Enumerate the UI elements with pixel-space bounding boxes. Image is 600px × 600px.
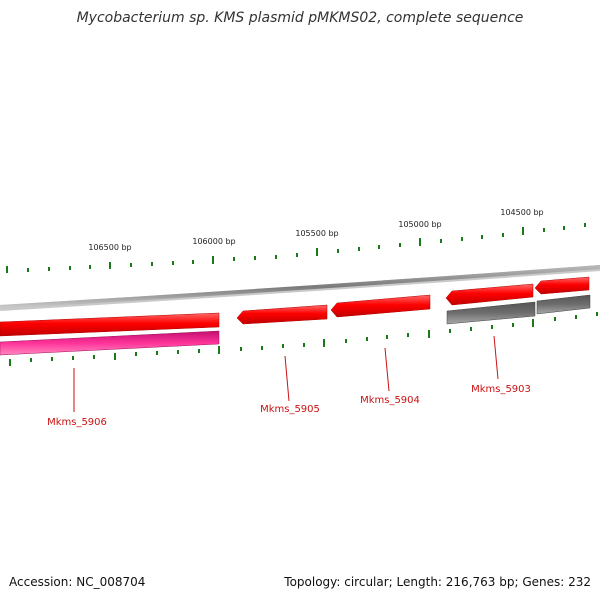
gene-label-mkms-5904[interactable]: Mkms_5904 [360,395,420,406]
minor-tick [543,228,545,232]
scale-label: 106000 bp [192,237,235,246]
minor-tick [48,267,50,271]
minor-tick [554,317,556,321]
minor-tick [345,339,347,343]
minor-tick [254,256,256,260]
minor-tick [596,312,598,316]
minor-tick [275,255,277,259]
major-tick [522,227,524,235]
minor-tick [440,239,442,243]
cds-mkms-5904[interactable] [330,294,431,318]
feature-pink-mkms-5906[interactable] [0,330,220,356]
minor-tick [135,352,137,356]
scale-label: 104500 bp [500,208,543,217]
minor-tick [512,323,514,327]
minor-tick [240,347,242,351]
minor-tick [93,355,95,359]
cds-mkms-5905[interactable] [236,304,328,325]
major-tick [212,256,214,264]
leader-line-mkms-5905 [284,355,290,402]
minor-tick [502,233,504,237]
scale-label: 106500 bp [88,243,131,252]
cds-mkms-5906[interactable] [0,312,220,337]
gene-label-mkms-5905[interactable]: Mkms_5905 [260,404,320,415]
cds-mkms-5903[interactable] [445,283,534,306]
minor-tick [198,349,200,353]
major-tick [218,346,220,354]
minor-tick [378,245,380,249]
major-tick [419,238,421,246]
major-tick [323,339,325,347]
minor-tick [481,235,483,239]
minor-tick [30,358,32,362]
cds-right-edge[interactable] [534,276,590,295]
scale-label: 105000 bp [398,220,441,229]
major-tick [109,262,111,269]
inner-ticks [9,312,598,366]
outer-ticks [6,223,586,273]
leader-line-mkms-5903 [493,335,499,380]
minor-tick [399,243,401,247]
feature-grey-right-edge[interactable] [536,294,591,315]
gene-label-mkms-5906[interactable]: Mkms_5906 [47,417,107,428]
minor-tick [575,315,577,319]
genome-summary-text: Topology: circular; Length: 216,763 bp; … [283,575,591,589]
leader-line-mkms-5904 [384,347,390,392]
minor-tick [177,350,179,354]
minor-tick [407,333,409,337]
minor-tick [282,344,284,348]
minor-tick [584,223,586,227]
minor-tick [261,346,263,350]
major-tick [532,319,534,327]
minor-tick [27,268,29,272]
accession-text: Accession: NC_008704 [9,575,145,589]
minor-tick [449,329,451,333]
major-tick [9,359,11,366]
scale-label: 105500 bp [295,229,338,238]
minor-tick [69,266,71,270]
major-tick [316,248,318,256]
minor-tick [358,247,360,251]
major-tick [6,266,8,273]
minor-tick [366,337,368,341]
minor-tick [296,253,298,257]
gene-label-mkms-5903[interactable]: Mkms_5903 [471,384,531,395]
major-tick [428,330,430,338]
minor-tick [233,257,235,261]
minor-tick [151,262,153,266]
minor-tick [563,226,565,230]
minor-tick [461,237,463,241]
minor-tick [89,265,91,269]
minor-tick [470,327,472,331]
minor-tick [130,263,132,267]
minor-tick [192,260,194,264]
minor-tick [491,325,493,329]
map-title: Mycobacterium sp. KMS plasmid pMKMS02, c… [77,10,524,26]
feature-grey-mkms-5903[interactable] [446,301,536,325]
minor-tick [337,249,339,253]
minor-tick [72,356,74,360]
minor-tick [386,335,388,339]
sequence-backbone [0,265,600,309]
minor-tick [172,261,174,265]
major-tick [114,353,116,360]
minor-tick [303,343,305,347]
minor-tick [51,357,53,361]
minor-tick [156,351,158,355]
